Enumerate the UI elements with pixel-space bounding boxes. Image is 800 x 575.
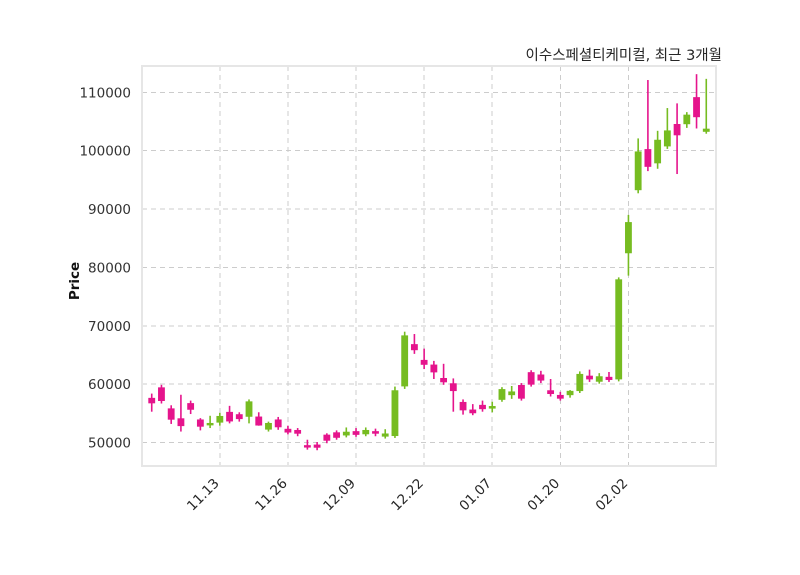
candlestick	[683, 112, 691, 128]
x-tick-label: 02.02	[593, 476, 632, 515]
candlestick	[449, 378, 457, 412]
candlestick	[459, 399, 467, 415]
candlestick	[265, 421, 272, 432]
candlestick	[634, 138, 642, 194]
candlestick	[420, 348, 428, 370]
x-tick-label: 11.26	[252, 476, 291, 515]
candlestick	[556, 391, 564, 401]
y-tick-label: 70000	[88, 319, 131, 335]
chart-title: 이수스페셜티케미컬, 최근 3개월	[525, 48, 722, 64]
candlestick	[352, 428, 360, 437]
candlestick	[537, 370, 545, 384]
candlestick	[430, 360, 438, 379]
candlestick	[323, 433, 331, 444]
candlestick	[284, 425, 292, 435]
candlestick	[605, 371, 613, 382]
candlestick	[547, 378, 555, 397]
plot-border	[141, 65, 717, 467]
candlestick-series	[148, 74, 710, 451]
candlestick	[401, 331, 409, 389]
candlestick	[488, 401, 496, 413]
y-tick-label: 50000	[88, 436, 131, 452]
candlestick	[187, 400, 195, 415]
candlestick	[469, 404, 477, 416]
candlestick	[303, 439, 311, 450]
candlestick	[148, 393, 156, 412]
candlestick	[673, 103, 681, 175]
candlestick	[586, 369, 593, 382]
candlestick	[654, 130, 662, 169]
candlestick	[566, 390, 574, 398]
y-tick-label: 90000	[88, 202, 131, 218]
candlestick	[595, 373, 603, 384]
y-tick-label: 80000	[88, 260, 131, 276]
candlestick	[372, 428, 379, 437]
candlestick	[177, 394, 185, 432]
candlestick	[274, 416, 282, 430]
candlestick	[333, 430, 340, 440]
candlestick	[702, 78, 710, 134]
candlestick	[410, 334, 418, 354]
candlestick	[440, 363, 448, 385]
y-tick-label: 110000	[79, 85, 131, 101]
candlestick	[245, 399, 253, 424]
candlestick	[381, 429, 389, 439]
candlestick	[663, 108, 671, 149]
x-axis-tick-labels: 11.13 11.26 12.09 12.22 01.07 01.20 02.02	[184, 476, 631, 515]
candlestick	[158, 384, 165, 404]
y-axis-tick-labels: 50000 60000 70000 80000 90000 100000 110000	[79, 85, 131, 451]
candlestick	[226, 405, 233, 424]
candlestick	[644, 80, 652, 172]
candlestick	[196, 418, 204, 431]
candlestick	[255, 412, 263, 426]
plot-background	[142, 66, 716, 466]
candlestick	[508, 386, 516, 399]
candlestick	[498, 387, 506, 402]
candlestick	[693, 74, 700, 129]
y-tick-label: 100000	[79, 144, 131, 160]
y-axis-title: Price	[67, 262, 83, 300]
candlestick	[518, 383, 525, 401]
x-tick-label: 01.07	[456, 476, 495, 515]
candlestick	[235, 412, 243, 422]
x-tick-label: 12.09	[320, 476, 359, 515]
candlestick	[391, 386, 399, 438]
y-tick-label: 60000	[88, 377, 131, 393]
x-tick-label: 01.20	[525, 476, 564, 515]
candlestick	[576, 371, 584, 394]
candlestick	[362, 427, 370, 437]
x-tick-label: 11.13	[184, 476, 223, 515]
candlestick	[294, 428, 302, 437]
candlestick	[615, 277, 623, 382]
candlestick	[313, 442, 321, 451]
candlestick	[479, 400, 486, 412]
candlestick	[625, 214, 632, 276]
candlestick	[342, 427, 350, 438]
candlestick	[167, 405, 175, 424]
candlestick	[527, 370, 535, 387]
x-tick-label: 12.22	[388, 476, 427, 515]
candlestick	[216, 412, 224, 426]
candlestick	[206, 415, 214, 429]
